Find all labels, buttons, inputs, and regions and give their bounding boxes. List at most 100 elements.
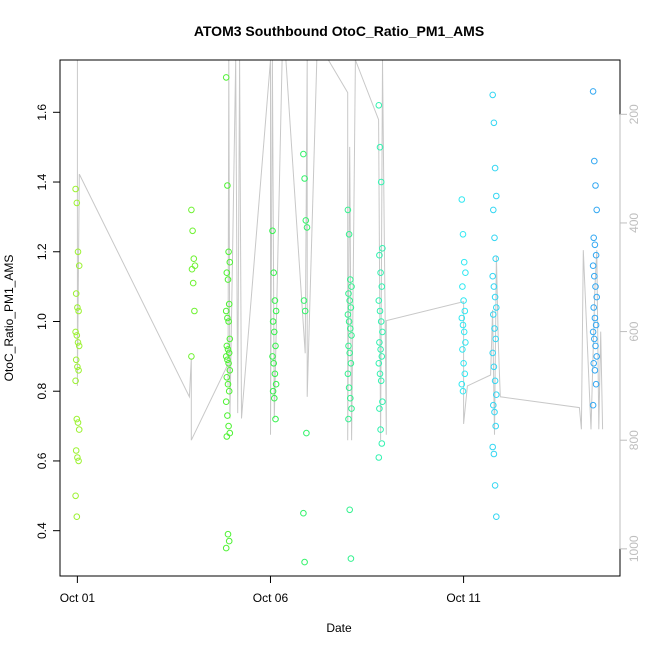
data-point	[593, 353, 601, 360]
data-point	[378, 353, 386, 360]
data-point	[347, 276, 354, 283]
data-point	[376, 370, 384, 378]
data-point	[188, 206, 195, 214]
plot-area-frame	[59, 59, 621, 577]
data-point	[225, 422, 232, 430]
data-point	[459, 231, 467, 238]
data-point	[73, 415, 81, 423]
data-point	[459, 283, 466, 290]
data-point	[223, 374, 231, 381]
data-point	[301, 175, 308, 182]
data-point	[375, 102, 383, 109]
chart-title: ATOM3 Southbound OtoC_Ratio_PM1_AMS	[194, 23, 484, 39]
data-point	[224, 356, 231, 364]
x-tick-label: Oct 06	[253, 591, 289, 605]
data-point	[461, 370, 469, 378]
data-point	[376, 143, 384, 151]
data-point	[460, 360, 467, 367]
data-point	[188, 353, 195, 360]
data-point	[73, 513, 81, 521]
data-point	[226, 335, 234, 343]
data-point	[377, 318, 385, 325]
altitude-trace-layer	[76, 59, 604, 441]
data-point	[269, 318, 277, 325]
data-point	[346, 297, 354, 304]
data-point	[344, 311, 352, 318]
data-point	[592, 283, 599, 290]
data-point	[344, 206, 352, 214]
data-point	[225, 360, 232, 367]
data-point	[375, 454, 383, 461]
data-point	[379, 328, 386, 336]
data-point	[348, 405, 355, 412]
data-point	[222, 74, 230, 81]
data-point	[72, 185, 79, 193]
data-point	[490, 401, 497, 409]
data-point	[492, 255, 500, 263]
data-point	[460, 297, 467, 304]
data-point	[226, 429, 234, 437]
data-point	[301, 558, 308, 566]
data-point	[348, 332, 355, 339]
data-point	[300, 150, 307, 158]
data-point	[593, 206, 601, 214]
data-point	[493, 304, 500, 311]
data-point	[458, 380, 466, 388]
data-point	[461, 307, 469, 315]
data-point	[490, 283, 498, 290]
data-point	[377, 269, 384, 277]
data-point	[462, 339, 469, 346]
data-point	[589, 88, 597, 95]
data-point	[347, 555, 355, 562]
data-point	[345, 318, 353, 325]
data-point	[593, 293, 601, 301]
data-point	[490, 206, 497, 214]
data-point	[592, 342, 599, 350]
data-point	[225, 248, 232, 256]
y-tick-label: 0.6	[35, 452, 49, 469]
data-point	[301, 307, 309, 315]
data-point	[462, 269, 469, 277]
data-point	[590, 234, 598, 242]
data-point	[591, 314, 599, 322]
data-point	[74, 339, 82, 346]
data-point	[492, 335, 500, 343]
data-point	[345, 231, 353, 238]
data-point	[300, 509, 307, 517]
data-point	[303, 429, 310, 437]
data-point	[459, 387, 467, 395]
data-point	[379, 398, 386, 406]
data-point	[591, 241, 599, 249]
data-point	[345, 384, 353, 392]
data-point	[590, 304, 598, 311]
data-point	[303, 224, 311, 231]
data-point	[223, 433, 231, 440]
data-point	[347, 394, 354, 402]
data-point	[75, 262, 83, 270]
data-point	[491, 325, 498, 332]
data-point	[489, 91, 497, 99]
data-point	[73, 332, 81, 339]
data-point	[223, 269, 231, 277]
data-point	[377, 377, 385, 385]
data-point	[592, 321, 600, 329]
data-point	[489, 443, 497, 451]
data-point	[592, 251, 600, 259]
data-point	[226, 367, 234, 374]
data-point	[490, 311, 497, 318]
right-axis-tick-label: 400	[627, 213, 641, 233]
data-point	[490, 363, 498, 371]
data-point	[75, 457, 82, 465]
data-point	[190, 255, 198, 263]
data-point	[224, 530, 232, 538]
data-point	[491, 234, 498, 242]
right-axis-tick-label: 800	[627, 430, 641, 450]
data-point	[376, 251, 383, 259]
data-point	[272, 342, 279, 350]
data-point	[225, 537, 233, 545]
data-point	[491, 408, 498, 416]
y-tick-label: 1.4	[35, 173, 49, 190]
data-point	[346, 349, 354, 357]
data-point	[191, 262, 199, 270]
data-point	[224, 380, 232, 388]
